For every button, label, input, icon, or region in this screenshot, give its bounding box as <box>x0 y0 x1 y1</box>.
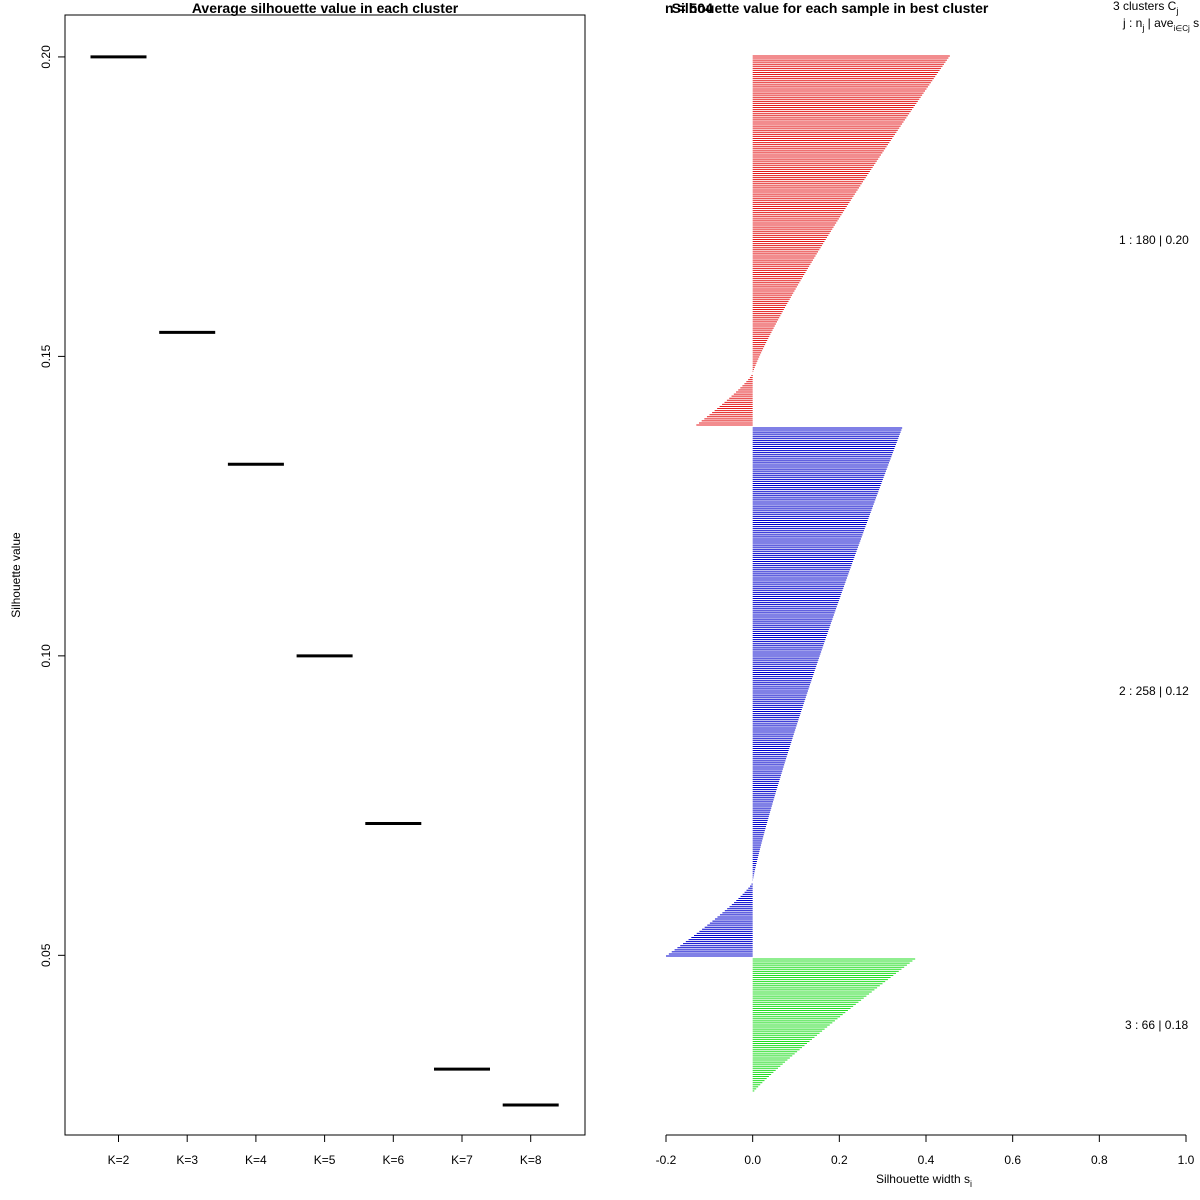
legend-header-line2: j : nj | avei∈Cj s <box>1122 16 1199 33</box>
right-x-tick-label-4: 0.6 <box>1004 1153 1021 1167</box>
cluster-1-label: 1 : 180 | 0.20 <box>1119 233 1189 247</box>
left-x-tick-label-2: K=4 <box>245 1153 267 1167</box>
left-y-tick-label-1: 0.10 <box>39 644 53 668</box>
right-x-axis-label: Silhouette width si <box>876 1172 972 1189</box>
cluster-3-label: 3 : 66 | 0.18 <box>1125 1018 1188 1032</box>
left-chart-title: Average silhouette value in each cluster <box>192 0 459 16</box>
left-y-axis-label: Silhouette value <box>9 532 23 618</box>
right-x-tick-label-6: 1.0 <box>1178 1153 1195 1167</box>
left-x-tick-label-1: K=3 <box>176 1153 198 1167</box>
legend-header-line1: 3 clusters Cj <box>1113 0 1178 16</box>
left-y-tick-label-0: 0.05 <box>39 943 53 967</box>
left-x-tick-label-0: K=2 <box>108 1153 130 1167</box>
right-x-tick-label-1: 0.0 <box>744 1153 761 1167</box>
left-x-tick-label-4: K=6 <box>382 1153 404 1167</box>
left-y-axis: 0.05 0.10 0.15 0.20 <box>39 45 65 967</box>
right-panel: n = 504 Silhouette value for each sample… <box>656 0 1199 1189</box>
right-chart-overlap-text: n = 504 <box>665 0 713 16</box>
right-x-axis: -0.2 0.0 0.2 0.4 0.6 0.8 1.0 <box>656 1134 1195 1167</box>
left-y-tick-label-2: 0.15 <box>39 344 53 368</box>
left-x-tick-label-3: K=5 <box>314 1153 336 1167</box>
left-panel: Average silhouette value in each cluster… <box>9 0 586 1167</box>
left-plot-frame <box>64 14 586 1136</box>
left-x-axis: K=2 K=3 K=4 K=5 K=6 K=7 K=8 <box>108 1135 542 1167</box>
silhouette-bars <box>666 55 950 1092</box>
left-x-tick-label-5: K=7 <box>451 1153 473 1167</box>
left-marks <box>90 55 559 1107</box>
left-y-tick-label-3: 0.20 <box>39 45 53 69</box>
left-x-tick-label-6: K=8 <box>520 1153 542 1167</box>
cluster-2-label: 2 : 258 | 0.12 <box>1119 684 1189 698</box>
right-chart-title: Silhouette value for each sample in best… <box>672 0 989 16</box>
right-x-tick-label-0: -0.2 <box>656 1153 677 1167</box>
right-x-tick-label-2: 0.2 <box>831 1153 848 1167</box>
right-x-tick-label-5: 0.8 <box>1091 1153 1108 1167</box>
right-x-tick-label-3: 0.4 <box>918 1153 935 1167</box>
